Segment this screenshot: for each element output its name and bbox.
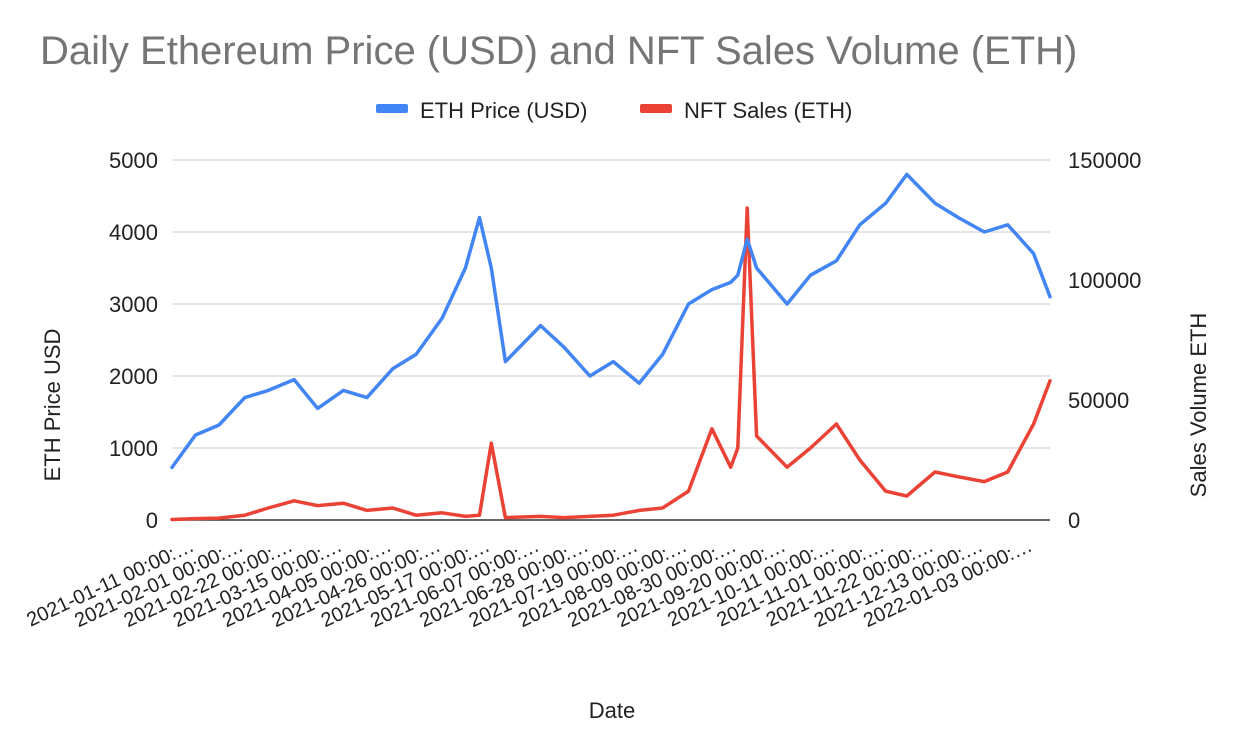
- x-axis-ticks: 2021-01-11 00:00:…2021-02-01 00:00:…2021…: [23, 535, 1035, 632]
- y-left-tick-label: 0: [146, 508, 158, 533]
- series-line-eth-price-usd: [170, 172, 1052, 470]
- legend-label-nft-sales: NFT Sales (ETH): [684, 98, 852, 123]
- y-left-tick-label: 4000: [109, 220, 158, 245]
- y-right-tick-label: 150000: [1068, 148, 1141, 173]
- plot-area: [170, 172, 1052, 522]
- y-left-tick-label: 2000: [109, 364, 158, 389]
- y-right-tick-label: 100000: [1068, 268, 1141, 293]
- legend-swatch-nft-sales: [640, 104, 672, 113]
- legend-swatch-eth-price: [376, 104, 408, 113]
- y-left-tick-label: 1000: [109, 436, 158, 461]
- series-line-nft-sales-eth: [170, 206, 1052, 522]
- y-axis-left-ticks: 5000 4000 3000 2000 1000 0: [109, 148, 158, 533]
- y-axis-left-title: ETH Price USD: [40, 329, 65, 482]
- y-axis-right-ticks: 150000 100000 50000 0: [1068, 148, 1141, 533]
- y-right-tick-label: 50000: [1068, 388, 1129, 413]
- legend: ETH Price (USD) NFT Sales (ETH): [376, 98, 852, 123]
- chart-title: Daily Ethereum Price (USD) and NFT Sales…: [40, 29, 1077, 73]
- x-axis-title: Date: [589, 698, 635, 723]
- y-axis-right-title: Sales Volume ETH: [1186, 313, 1211, 498]
- y-left-tick-label: 3000: [109, 292, 158, 317]
- legend-label-eth-price: ETH Price (USD): [420, 98, 587, 123]
- y-right-tick-label: 0: [1068, 508, 1080, 533]
- gridlines: [172, 159, 1050, 521]
- y-left-tick-label: 5000: [109, 148, 158, 173]
